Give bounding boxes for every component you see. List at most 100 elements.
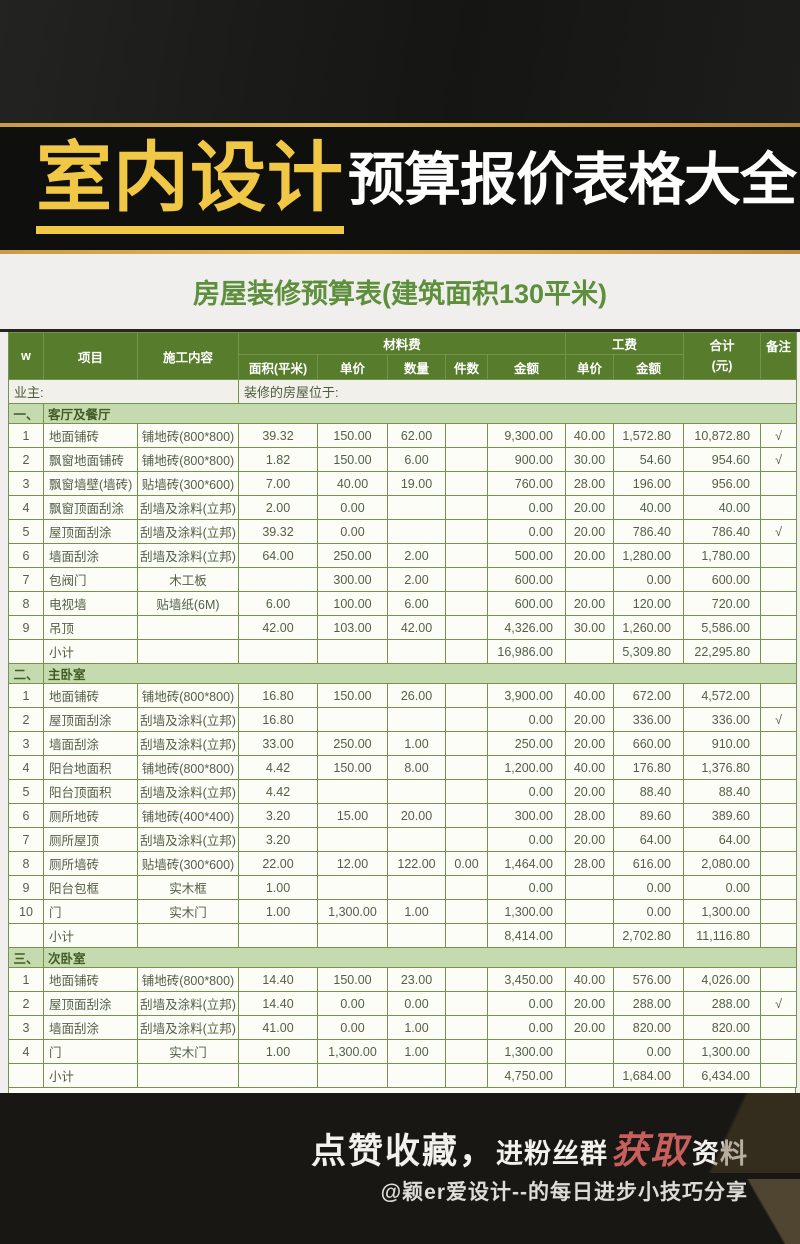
quantity-cell: 6.00 — [387, 591, 446, 616]
top-dark-backdrop — [0, 0, 800, 123]
row-number-cell: 9 — [8, 875, 44, 900]
item-cell: 门 — [43, 1039, 138, 1064]
header-total-line2: (元) — [711, 359, 733, 373]
unit-price-cell: 15.00 — [317, 803, 388, 828]
labor-unit-price-cell — [565, 875, 614, 900]
note-cell — [760, 967, 798, 992]
amount-cell: 300.00 — [487, 803, 566, 828]
quantity-cell: 122.00 — [387, 851, 446, 876]
header-area: 面积(平米) — [238, 354, 318, 380]
pieces-cell — [445, 615, 488, 640]
section-index: 一、 — [8, 403, 44, 424]
work-content-cell: 实木门 — [137, 1039, 239, 1064]
item-cell: 小计 — [43, 1063, 138, 1088]
area-cell: 3.20 — [238, 827, 318, 852]
pieces-cell — [445, 567, 488, 592]
row-number-cell: 10 — [8, 899, 44, 924]
quantity-cell: 6.00 — [387, 447, 446, 472]
labor-amount-cell: 40.00 — [612, 495, 685, 520]
labor-unit-price-cell: 28.00 — [565, 471, 614, 496]
row-number-cell: 7 — [8, 567, 44, 592]
total-cell: 288.00 — [683, 991, 762, 1016]
quantity-cell — [387, 707, 446, 732]
work-content-cell: 刮墙及涂料(立邦) — [137, 991, 239, 1016]
labor-amount-cell: 64.00 — [612, 827, 685, 852]
subtotal-row: 小计 16,986.00 5,309.80 22,295.80 — [8, 639, 798, 664]
item-cell: 吊顶 — [43, 615, 138, 640]
labor-unit-price-cell: 40.00 — [565, 683, 614, 708]
labor-amount-cell: 120.00 — [612, 591, 685, 616]
labor-amount-cell: 576.00 — [612, 967, 685, 992]
note-cell — [760, 683, 798, 708]
footer: 点赞收藏， 进粉丝群 获取 资料 @颖er爱设计--的每日进步小技巧分享 — [0, 1093, 800, 1244]
unit-price-cell: 100.00 — [317, 591, 388, 616]
pieces-cell — [445, 899, 488, 924]
labor-unit-price-cell: 20.00 — [565, 779, 614, 804]
area-cell: 1.00 — [238, 875, 318, 900]
row-number-cell: 2 — [8, 991, 44, 1016]
note-cell: √ — [760, 519, 798, 544]
labor-amount-cell: 672.00 — [612, 683, 685, 708]
pieces-cell — [445, 923, 488, 948]
owner-label-cell: 业主: — [8, 379, 239, 404]
item-cell: 厕所地砖 — [43, 803, 138, 828]
pieces-cell — [445, 707, 488, 732]
unit-price-cell: 0.00 — [317, 519, 388, 544]
pieces-cell — [445, 683, 488, 708]
labor-unit-price-cell: 20.00 — [565, 591, 614, 616]
pieces-cell — [445, 495, 488, 520]
row-number-cell: 9 — [8, 615, 44, 640]
area-cell: 39.32 — [238, 423, 318, 448]
table-row: 2 屋顶面刮涂 刮墙及涂料(立邦) 16.80 0.00 20.00 336.00 336.0… — [8, 707, 798, 732]
work-content-cell — [137, 923, 239, 948]
amount-cell: 4,326.00 — [487, 615, 566, 640]
work-content-cell: 铺地砖(800*800) — [137, 683, 239, 708]
banner-title-highlight: 室内设计 — [36, 141, 344, 234]
work-content-cell: 刮墙及涂料(立邦) — [137, 519, 239, 544]
quantity-cell: 20.00 — [387, 803, 446, 828]
table-row: 9 阳台包框 实木框 1.00 0.00 0.00 0.00 — [8, 875, 798, 900]
unit-price-cell: 1,300.00 — [317, 1039, 388, 1064]
row-number-cell: 1 — [8, 683, 44, 708]
subtitle-band: 房屋装修预算表(建筑面积130平米) — [0, 254, 800, 329]
unit-price-cell: 103.00 — [317, 615, 388, 640]
labor-unit-price-cell: 20.00 — [565, 827, 614, 852]
item-cell: 小计 — [43, 923, 138, 948]
quantity-cell: 1.00 — [387, 1039, 446, 1064]
labor-unit-price-cell: 20.00 — [565, 1015, 614, 1040]
pieces-cell — [445, 519, 488, 544]
quantity-cell: 2.00 — [387, 543, 446, 568]
pieces-cell — [445, 543, 488, 568]
note-cell — [760, 567, 798, 592]
pieces-cell — [445, 591, 488, 616]
labor-amount-cell: 0.00 — [612, 1039, 685, 1064]
row-number-cell: 8 — [8, 591, 44, 616]
area-cell: 14.40 — [238, 991, 318, 1016]
note-cell: √ — [760, 423, 798, 448]
quantity-cell: 0.00 — [387, 991, 446, 1016]
unit-price-cell: 250.00 — [317, 543, 388, 568]
header-w: w — [8, 332, 44, 380]
total-cell: 5,586.00 — [683, 615, 762, 640]
labor-amount-cell: 54.60 — [612, 447, 685, 472]
total-cell: 956.00 — [683, 471, 762, 496]
work-content-cell — [137, 1063, 239, 1088]
total-cell: 786.40 — [683, 519, 762, 544]
note-cell — [760, 471, 798, 496]
amount-cell: 760.00 — [487, 471, 566, 496]
amount-cell: 3,900.00 — [487, 683, 566, 708]
labor-amount-cell: 786.40 — [612, 519, 685, 544]
area-cell: 4.42 — [238, 755, 318, 780]
header-pieces: 件数 — [445, 354, 488, 380]
quantity-cell: 62.00 — [387, 423, 446, 448]
unit-price-cell: 0.00 — [317, 991, 388, 1016]
table-row: 4 飘窗顶面刮涂 刮墙及涂料(立邦) 2.00 0.00 0.00 20.00 40.00 40… — [8, 495, 798, 520]
header-total: 合计 (元) — [683, 332, 762, 380]
quantity-cell: 19.00 — [387, 471, 446, 496]
work-content-cell: 刮墙及涂料(立邦) — [137, 827, 239, 852]
pieces-cell — [445, 639, 488, 664]
work-content-cell: 刮墙及涂料(立邦) — [137, 543, 239, 568]
table-row: 5 屋顶面刮涂 刮墙及涂料(立邦) 39.32 0.00 0.00 20.00 786.40 7… — [8, 519, 798, 544]
total-cell: 0.00 — [683, 875, 762, 900]
